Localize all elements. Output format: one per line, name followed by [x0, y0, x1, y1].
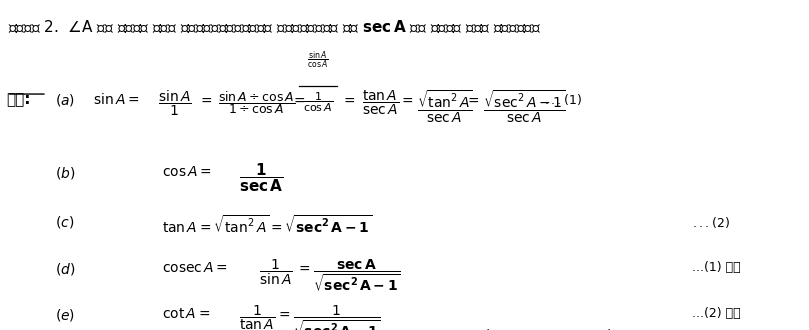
Text: ...(1) से: ...(1) से	[692, 261, 740, 274]
Text: $\dfrac{\sin A}{1}$: $\dfrac{\sin A}{1}$	[158, 89, 192, 118]
Text: $=$: $=$	[465, 92, 480, 106]
Text: $=$: $=$	[399, 92, 413, 106]
Text: .: .	[607, 320, 611, 330]
Text: $\dfrac{1}{\mathbf{\sqrt{sec^2\,A-1}}}$: $\dfrac{1}{\mathbf{\sqrt{sec^2\,A-1}}}$	[293, 304, 380, 330]
Text: $\dfrac{1}{\tan A}$: $\dfrac{1}{\tan A}$	[239, 304, 275, 330]
Text: प्र॰ 2.  $\angle$A के अन्य सभी त्रिकोणमितीय अनुपातों को $\bf{sec\,A}$ के पदों मे: प्र॰ 2. $\angle$A के अन्य सभी त्रिकोणमित…	[8, 18, 541, 35]
Text: $\cos A =$: $\cos A =$	[162, 165, 212, 179]
Text: $=$: $=$	[291, 92, 306, 106]
Text: $...(2)$: $...(2)$	[692, 214, 730, 229]
Text: $\frac{\sin A}{\cos A}$: $\frac{\sin A}{\cos A}$	[307, 50, 328, 71]
Text: $(b)$: $(b)$	[55, 165, 75, 181]
Text: $(c)$: $(c)$	[55, 214, 74, 230]
Text: $\dfrac{\sqrt{\sec^2 A - 1}}{\sec A}$: $\dfrac{\sqrt{\sec^2 A - 1}}{\sec A}$	[483, 89, 565, 125]
Text: $\sin A =$: $\sin A =$	[93, 92, 139, 107]
Text: $\dfrac{1}{\cos A}$: $\dfrac{1}{\cos A}$	[303, 91, 333, 114]
Text: $(e)$: $(e)$	[55, 307, 75, 323]
Text: $\dfrac{1}{\sin A}$: $\dfrac{1}{\sin A}$	[259, 257, 293, 287]
Text: हल:: हल:	[6, 92, 31, 107]
Text: $=$: $=$	[341, 92, 356, 106]
Text: $=$: $=$	[198, 92, 213, 106]
Text: $\dfrac{\sin A \div \cos A}{1 \div \cos A}$: $\dfrac{\sin A \div \cos A}{1 \div \cos …	[218, 89, 296, 116]
Text: $\cot A =$: $\cot A =$	[162, 307, 210, 321]
Text: $\tan A = \sqrt{\tan^2 A} = \sqrt{\mathbf{sec^2\,A - 1}}$: $\tan A = \sqrt{\tan^2 A} = \sqrt{\mathb…	[162, 214, 372, 236]
Text: $...(1)$: $...(1)$	[544, 92, 582, 107]
Text: $=$: $=$	[296, 261, 311, 275]
Text: $=$: $=$	[276, 307, 290, 321]
Text: $\dfrac{\tan A}{\sec A}$: $\dfrac{\tan A}{\sec A}$	[362, 89, 399, 117]
Text: ...(2) से: ...(2) से	[692, 307, 740, 320]
Text: $\dfrac{\sqrt{\tan^2 A}}{\sec A}$: $\dfrac{\sqrt{\tan^2 A}}{\sec A}$	[417, 89, 472, 125]
Text: $\mathrm{cosec}\,A =$: $\mathrm{cosec}\,A =$	[162, 261, 228, 275]
Text: $\dfrac{\mathbf{sec\,A}}{\mathbf{\sqrt{sec^2\,A-1}}}$: $\dfrac{\mathbf{sec\,A}}{\mathbf{\sqrt{s…	[313, 257, 400, 293]
Text: $\dfrac{\mathbf{1}}{\mathbf{sec\,A}}$: $\dfrac{\mathbf{1}}{\mathbf{sec\,A}}$	[239, 162, 283, 194]
Text: .: .	[485, 320, 489, 330]
Text: $(d)$: $(d)$	[55, 261, 75, 277]
Text: $(a)$: $(a)$	[55, 92, 75, 108]
